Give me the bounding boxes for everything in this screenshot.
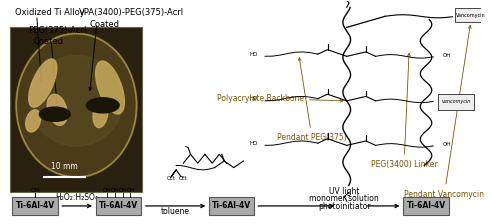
- Ellipse shape: [28, 59, 57, 107]
- Text: OH: OH: [443, 142, 451, 147]
- Bar: [403, 197, 449, 215]
- Text: HO: HO: [250, 141, 258, 146]
- Text: 10 mm: 10 mm: [51, 162, 78, 171]
- Text: OH: OH: [126, 188, 134, 193]
- Bar: [10, 27, 142, 192]
- Bar: [12, 197, 58, 215]
- Text: vancomycin: vancomycin: [442, 99, 471, 104]
- Ellipse shape: [30, 56, 122, 146]
- Text: HO: HO: [250, 96, 258, 101]
- Bar: [96, 197, 142, 215]
- Text: Polyacrylate Backbone: Polyacrylate Backbone: [217, 94, 343, 103]
- Ellipse shape: [16, 33, 137, 178]
- Text: monomer solution: monomer solution: [310, 194, 379, 203]
- Circle shape: [86, 98, 119, 113]
- Text: OH: OH: [103, 188, 112, 193]
- Text: PEG(3400) Linker: PEG(3400) Linker: [371, 53, 438, 168]
- Text: OEt: OEt: [179, 176, 188, 181]
- Circle shape: [40, 107, 70, 121]
- Text: OH: OH: [443, 53, 451, 58]
- Text: OH: OH: [111, 188, 120, 193]
- Text: OH: OH: [118, 188, 127, 193]
- Text: Coated: Coated: [90, 20, 120, 29]
- Text: toluene: toluene: [160, 207, 190, 216]
- Bar: [455, 9, 486, 22]
- Text: PEG(375)-Acrl: PEG(375)-Acrl: [28, 26, 87, 35]
- Text: VPA(3400)-PEG(375)-Acrl: VPA(3400)-PEG(375)-Acrl: [78, 9, 184, 17]
- Text: UV light: UV light: [329, 187, 360, 196]
- Text: OEt: OEt: [167, 176, 175, 181]
- Text: HO: HO: [250, 52, 258, 57]
- Text: Coated: Coated: [34, 37, 64, 46]
- Text: Vancomycin: Vancomycin: [456, 13, 486, 18]
- Text: H₂O₂:H₂SO₄: H₂O₂:H₂SO₄: [56, 193, 98, 202]
- Bar: [438, 94, 474, 110]
- Text: Ti-6Al-4V: Ti-6Al-4V: [99, 201, 138, 210]
- Ellipse shape: [96, 61, 124, 114]
- Text: Ti-6Al-4V: Ti-6Al-4V: [16, 201, 55, 210]
- Ellipse shape: [26, 110, 40, 132]
- Ellipse shape: [93, 101, 108, 127]
- Text: OH: OH: [30, 188, 40, 193]
- Bar: [208, 197, 254, 215]
- Text: Oxidized Ti Alloy: Oxidized Ti Alloy: [15, 9, 85, 17]
- Ellipse shape: [47, 94, 67, 125]
- Text: Ti-6Al-4V: Ti-6Al-4V: [406, 201, 446, 210]
- Text: Pendant PEG(375): Pendant PEG(375): [277, 58, 347, 142]
- Text: Ti-6Al-4V: Ti-6Al-4V: [212, 201, 251, 210]
- Text: photoinitiator: photoinitiator: [318, 202, 370, 211]
- Text: Pendant Vancomycin: Pendant Vancomycin: [404, 26, 484, 199]
